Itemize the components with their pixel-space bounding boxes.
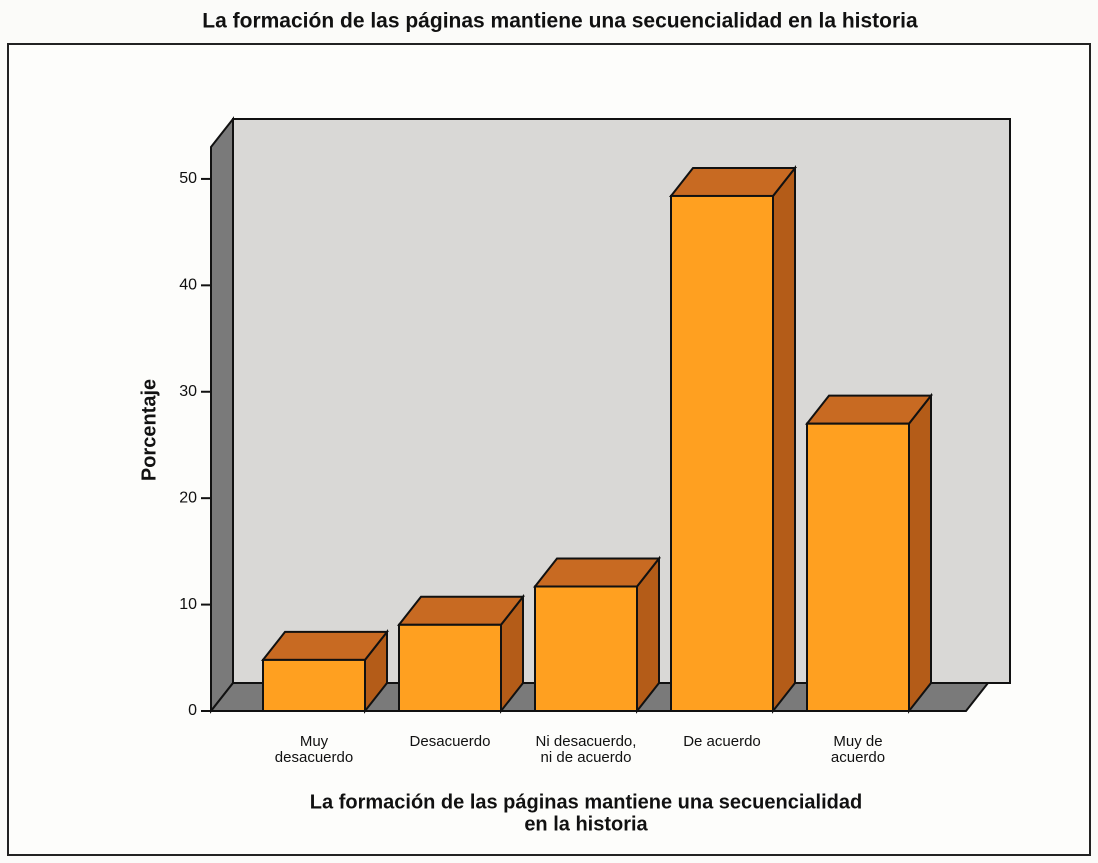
bar xyxy=(398,623,502,712)
x-tick-label: Ni desacuerdo, xyxy=(536,733,637,750)
x-tick-label: desacuerdo xyxy=(275,749,353,766)
x-tick-label: acuerdo xyxy=(831,749,885,766)
bar-top xyxy=(260,630,390,661)
x-tick-label: ni de acuerdo xyxy=(541,749,632,766)
bar xyxy=(262,658,366,713)
bar-top xyxy=(396,595,526,626)
bar-top xyxy=(668,166,798,197)
bar-top xyxy=(532,557,662,588)
x-tick-label: De acuerdo xyxy=(683,733,761,750)
bar-side xyxy=(772,165,796,714)
y-tick-label: 40 xyxy=(179,277,197,294)
bar xyxy=(534,585,638,712)
left-wall xyxy=(210,116,234,714)
x-tick-label: Muy xyxy=(300,733,329,750)
y-tick-label: 0 xyxy=(188,702,197,719)
x-axis-label: La formación de las páginas mantiene una… xyxy=(310,791,862,813)
bar-side xyxy=(908,392,932,714)
chart-title: La formación de las páginas mantiene una… xyxy=(202,10,918,33)
bar xyxy=(806,422,910,712)
y-tick-label: 30 xyxy=(179,383,197,400)
y-tick-label: 20 xyxy=(179,489,197,506)
y-tick-label: 10 xyxy=(179,596,197,613)
x-tick-label: Desacuerdo xyxy=(410,733,491,750)
x-tick-label: Muy de xyxy=(833,733,882,750)
y-tick-label: 50 xyxy=(179,170,197,187)
bar-top xyxy=(804,394,934,425)
y-axis-label: Porcentaje xyxy=(138,379,160,481)
x-axis-label: en la historia xyxy=(524,813,648,835)
bar xyxy=(670,194,774,713)
